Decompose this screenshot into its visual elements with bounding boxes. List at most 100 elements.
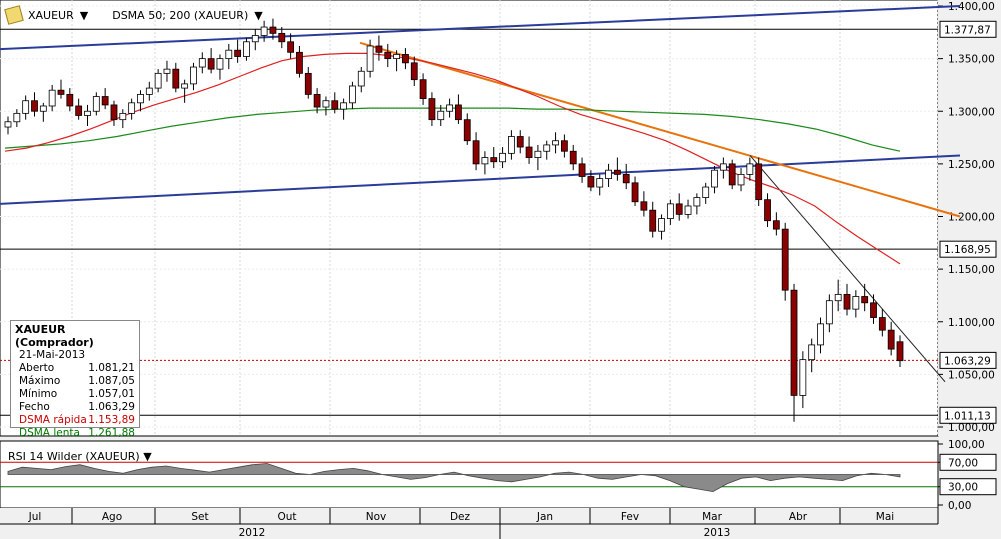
candle-body: [702, 186, 710, 198]
candle-body: [543, 144, 551, 152]
candle-body: [349, 85, 356, 104]
candle-body: [251, 35, 259, 43]
price-tick-label: 1.300,00: [948, 106, 995, 118]
rsi-title[interactable]: RSI 14 Wilder (XAUEUR) ▼: [8, 450, 152, 463]
info-row-value: 1.261,88: [88, 427, 135, 439]
fast-ma-line: [4, 52, 901, 265]
candle-body: [861, 296, 869, 304]
candle-body: [110, 104, 118, 121]
candle-body: [790, 289, 798, 396]
candle-body: [304, 72, 312, 95]
candle-body: [711, 169, 718, 188]
price-tick-label: 1.050,00: [948, 369, 995, 381]
candle-body: [154, 72, 162, 89]
month-label: Dez: [450, 511, 471, 523]
candle-body: [207, 58, 215, 70]
price-tick-label: 1.000,00: [948, 422, 995, 434]
trendline-orange: [359, 41, 961, 218]
trendline-blue: [0, 5, 961, 51]
candle-body: [393, 54, 400, 60]
candle-body: [719, 163, 727, 171]
candle-body: [446, 104, 453, 112]
indicator-label[interactable]: DSMA 50; 200 (XAUEUR): [112, 8, 249, 22]
info-row-label: Máximo: [19, 375, 61, 387]
price-tick-label: 1.250,00: [948, 159, 995, 171]
candle-body: [852, 296, 860, 310]
candle-body: [375, 45, 383, 53]
month-label: Ago: [102, 511, 122, 523]
price-marker-label: 1.168,95: [944, 244, 991, 256]
info-title: XAUEUR (Comprador): [15, 323, 94, 349]
rsi-tick-label: 0,00: [948, 500, 971, 512]
candle-body: [649, 209, 657, 232]
candle-body: [870, 302, 877, 318]
candle-body: [684, 205, 692, 215]
candle-body: [499, 152, 506, 163]
info-row-value: 1.063,29: [88, 401, 135, 413]
candle-body: [181, 83, 189, 89]
candle-body: [410, 62, 418, 81]
candle-body: [39, 105, 47, 112]
candle-body: [817, 323, 824, 346]
candle-body: [269, 26, 277, 34]
candle-body: [472, 140, 480, 165]
candle-body: [463, 119, 471, 142]
candle-body: [243, 41, 250, 57]
candle-body: [419, 79, 427, 100]
candle-body: [525, 146, 533, 158]
candle-body: [481, 157, 489, 165]
candle-body: [119, 112, 127, 121]
price-marker-label: 1.011,13: [944, 410, 991, 422]
candle-body: [896, 341, 904, 362]
month-label: Jan: [536, 511, 553, 523]
symbol-label[interactable]: XAUEUR: [28, 8, 74, 22]
indicator-dropdown-icon[interactable]: ▼: [254, 8, 263, 22]
candle-body: [190, 66, 197, 85]
info-box: XAUEUR (Comprador) 21-Mai-2013 Aberto 1.0…: [10, 320, 140, 439]
month-label: Mai: [876, 511, 894, 523]
candle-body: [578, 163, 586, 177]
price-marker-box: [939, 240, 997, 258]
candle-body: [746, 163, 754, 175]
pencil-icon[interactable]: [4, 5, 24, 25]
price-marker-label: 1.377,87: [944, 24, 991, 36]
info-row: DSMA rápida 1.153,89: [15, 414, 135, 427]
info-row-label: DSMA lenta: [19, 427, 80, 439]
year-label: 2012: [239, 527, 266, 539]
candle-body: [278, 32, 286, 43]
candle-body: [569, 150, 577, 165]
info-row-label: Fecho: [19, 401, 50, 413]
candle-body: [755, 163, 763, 201]
candle-body: [296, 51, 303, 74]
candle-body: [516, 136, 524, 148]
candle-body: [322, 100, 330, 108]
candle-body: [13, 112, 21, 123]
info-row-label: Mínimo: [19, 388, 58, 400]
candle-body: [31, 100, 38, 112]
candle-body: [216, 58, 224, 70]
candle-body: [781, 228, 789, 291]
info-row-value: 1.057,01: [88, 388, 135, 400]
rsi-tick-label: 100,00: [948, 439, 985, 451]
candle-body: [560, 140, 568, 152]
rsi-tick-label: 30,00: [948, 482, 978, 494]
candle-body: [331, 100, 339, 110]
info-row: Aberto 1.081,21: [15, 362, 135, 375]
info-date: 21-Mai-2013: [19, 349, 86, 361]
candle-body: [260, 26, 268, 36]
candle-body: [799, 359, 807, 396]
candle-body: [437, 110, 445, 121]
candle-body: [234, 49, 242, 57]
info-row: DSMA lenta 1.261,88: [15, 427, 135, 440]
symbol-dropdown-icon[interactable]: ▼: [79, 8, 89, 22]
price-marker-label: 1.063,29: [944, 355, 991, 367]
candle-body: [596, 178, 604, 188]
candle-body: [198, 58, 206, 68]
rsi-dropdown-icon[interactable]: ▼: [143, 450, 152, 463]
candle-body: [402, 54, 409, 64]
candle-body: [57, 89, 65, 95]
candle-body: [22, 100, 30, 114]
candle-body: [92, 96, 100, 112]
candle-body: [75, 105, 83, 116]
